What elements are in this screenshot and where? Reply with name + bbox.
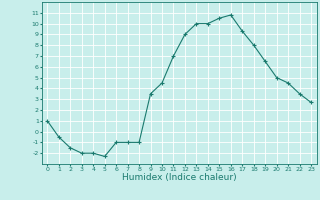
X-axis label: Humidex (Indice chaleur): Humidex (Indice chaleur) <box>122 173 236 182</box>
